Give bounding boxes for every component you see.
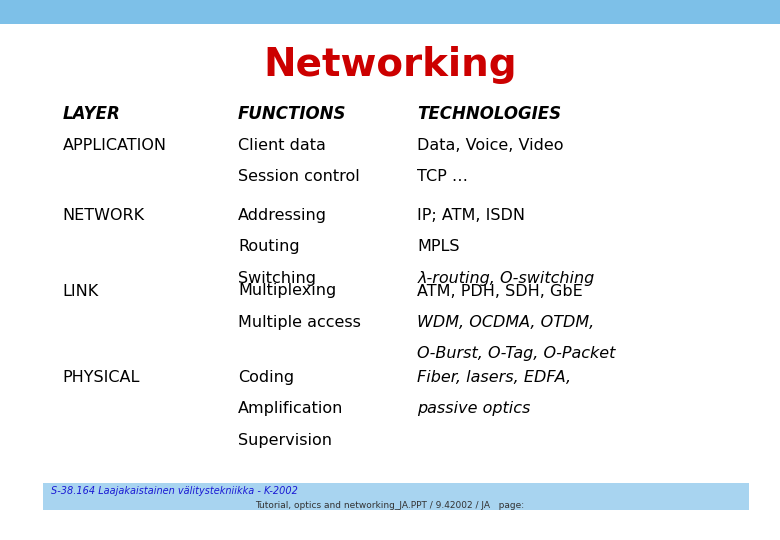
Text: FUNCTIONS: FUNCTIONS <box>238 105 346 123</box>
Text: Networking: Networking <box>263 46 517 84</box>
Bar <box>43 483 749 510</box>
Text: Routing: Routing <box>238 239 300 254</box>
Text: ATM, PDH, SDH, GbE: ATM, PDH, SDH, GbE <box>417 284 583 299</box>
Text: LINK: LINK <box>62 284 98 299</box>
Text: Data, Voice, Video: Data, Voice, Video <box>417 138 564 153</box>
Text: Client data: Client data <box>238 138 326 153</box>
Text: Multiplexing: Multiplexing <box>238 284 336 299</box>
Text: Tutorial, optics and networking_JA.PPT / 9.42002 / JA   page:: Tutorial, optics and networking_JA.PPT /… <box>255 501 525 510</box>
Text: λ-routing, O-switching: λ-routing, O-switching <box>417 271 594 286</box>
Text: TECHNOLOGIES: TECHNOLOGIES <box>417 105 562 123</box>
Text: Amplification: Amplification <box>238 401 343 416</box>
Text: IP; ATM, ISDN: IP; ATM, ISDN <box>417 208 525 223</box>
Text: TCP …: TCP … <box>417 169 468 184</box>
Text: Multiple access: Multiple access <box>238 315 361 330</box>
Text: Session control: Session control <box>238 169 360 184</box>
Text: O-Burst, O-Tag, O-Packet: O-Burst, O-Tag, O-Packet <box>417 346 615 361</box>
Text: NETWORK: NETWORK <box>62 208 144 223</box>
Text: Switching: Switching <box>238 271 316 286</box>
Text: APPLICATION: APPLICATION <box>62 138 166 153</box>
Text: Addressing: Addressing <box>238 208 327 223</box>
Text: S-38.164 Laajakaistainen välitystekniikka - K-2002: S-38.164 Laajakaistainen välitystekniikk… <box>51 486 298 496</box>
Text: Coding: Coding <box>238 370 294 385</box>
Text: WDM, OCDMA, OTDM,: WDM, OCDMA, OTDM, <box>417 315 594 330</box>
Text: Supervision: Supervision <box>238 433 332 448</box>
Text: passive optics: passive optics <box>417 401 530 416</box>
Text: PHYSICAL: PHYSICAL <box>62 370 140 385</box>
Text: Fiber, lasers, EDFA,: Fiber, lasers, EDFA, <box>417 370 572 385</box>
Text: MPLS: MPLS <box>417 239 459 254</box>
Text: LAYER: LAYER <box>62 105 120 123</box>
Bar <box>0 0 780 24</box>
